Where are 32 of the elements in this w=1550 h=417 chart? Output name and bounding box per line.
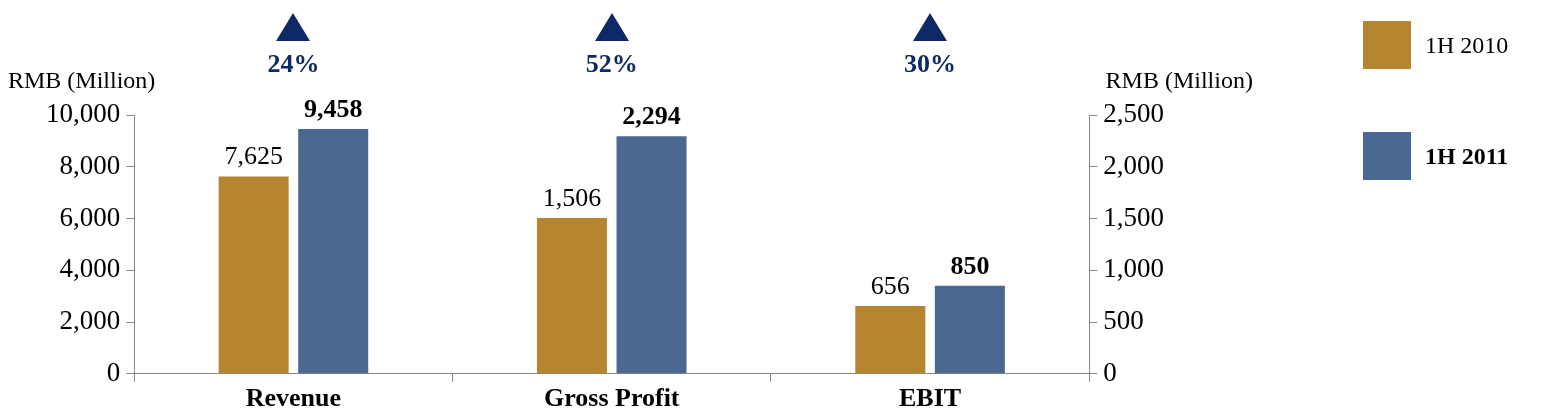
y-tick-label: 0 — [106, 356, 121, 387]
y-tick-label: 4,000 — [59, 253, 121, 284]
data-label: 850 — [950, 250, 990, 280]
y-tick-label: 8,000 — [59, 149, 121, 180]
y-axis-title: RMB (Million) — [8, 67, 156, 93]
y2-tick-label: 1,000 — [1103, 253, 1164, 284]
y2-tick-label: 0 — [1103, 356, 1117, 387]
y-tick-label: 10,000 — [46, 98, 121, 129]
y2-axis-title: RMB (Million) — [1105, 67, 1253, 93]
y-tick-label: 2,000 — [59, 305, 121, 336]
text: 24% — [267, 49, 320, 78]
bar — [855, 305, 926, 374]
data-label: 7,625 — [224, 141, 283, 171]
y2-tick-label: 1,500 — [1103, 201, 1164, 232]
x-tick-label: EBIT — [899, 383, 962, 413]
bar — [934, 285, 1005, 374]
bar — [536, 217, 607, 374]
text: 30% — [904, 49, 957, 78]
data-label: 9,458 — [303, 93, 363, 123]
data-label: 1,506 — [542, 182, 602, 212]
data-label: 656 — [870, 270, 910, 300]
y-tick-label: 6,000 — [59, 201, 121, 232]
x-tick-label: Gross Profit — [543, 383, 680, 413]
bar — [616, 136, 687, 374]
text: 52% — [585, 49, 638, 78]
y2-tick-label: 500 — [1103, 305, 1144, 336]
legend-label: 1H 2011 — [1425, 142, 1509, 170]
y2-tick-label: 2,500 — [1103, 98, 1164, 129]
y2-tick-label: 2,000 — [1103, 149, 1164, 180]
legend-label: 1H 2010 — [1425, 31, 1509, 59]
x-tick-label: Revenue — [245, 383, 342, 413]
data-label: 2,294 — [622, 101, 681, 131]
